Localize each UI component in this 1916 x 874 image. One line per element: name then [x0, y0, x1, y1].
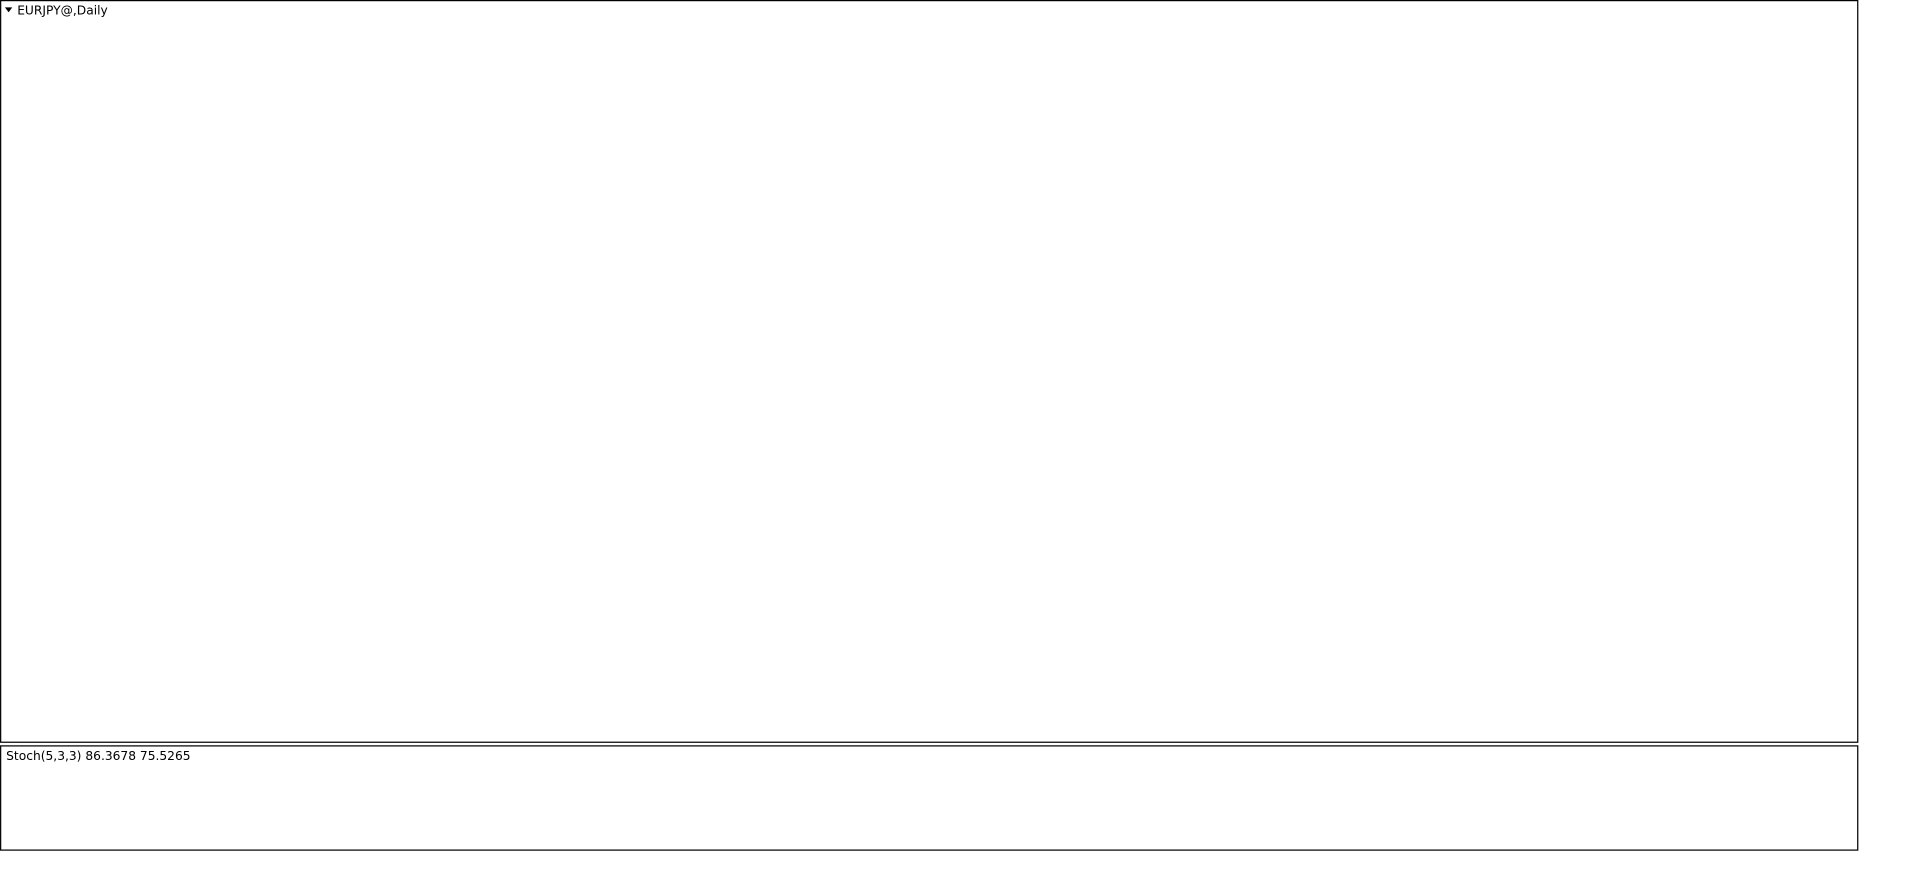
chart-title: EURJPY@,Daily [17, 4, 108, 18]
menu-arrow[interactable] [4, 7, 13, 13]
indicator-panel-border [0, 745, 1859, 851]
indicator-title: Stoch(5,3,3) 86.3678 75.5265 [6, 749, 190, 763]
main-panel-border [0, 0, 1859, 743]
